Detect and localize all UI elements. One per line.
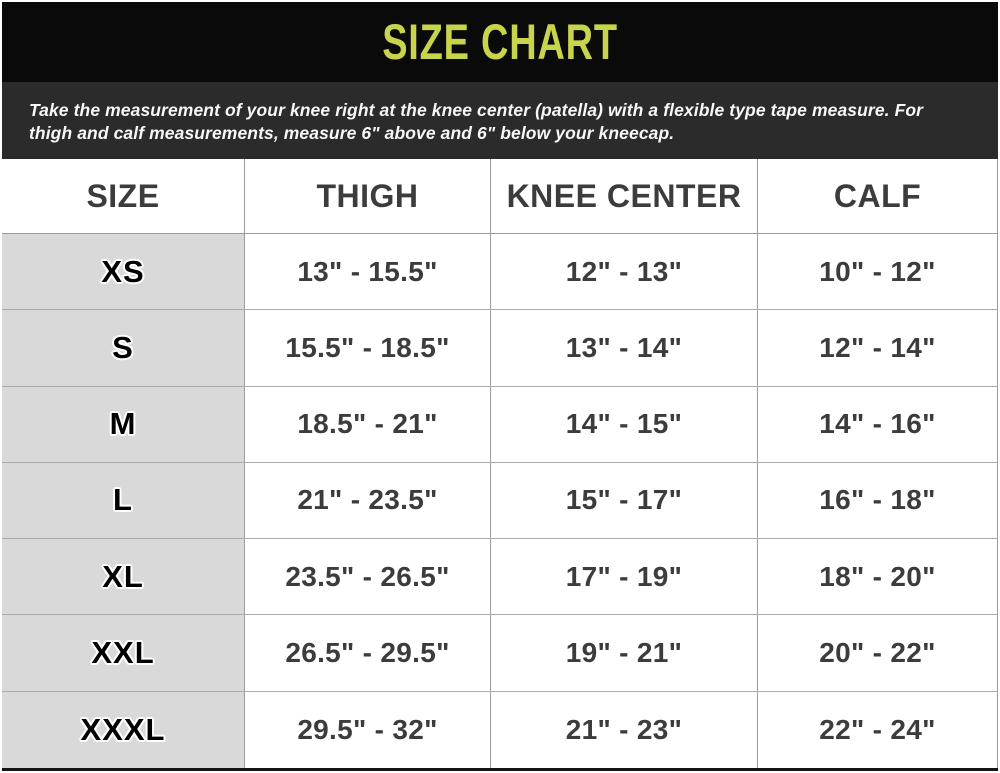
column-header-calf: CALF <box>758 159 998 233</box>
size-cell: M <box>2 386 245 462</box>
thigh-cell: 21" - 23.5" <box>245 462 491 539</box>
thigh-cell: 18.5" - 21" <box>245 386 491 462</box>
table-row: M 18.5" - 21" 14" - 15" 14" - 16" <box>2 386 998 463</box>
knee-center-cell: 15" - 17" <box>491 462 758 539</box>
size-cell: XL <box>2 539 245 615</box>
instruction-band: Take the measurement of your knee right … <box>2 82 998 159</box>
instruction-text: Take the measurement of your knee right … <box>29 100 924 144</box>
size-cell: XXXL <box>2 691 245 768</box>
knee-center-cell: 13" - 14" <box>491 310 758 386</box>
column-header-size: SIZE <box>2 159 245 233</box>
calf-cell: 20" - 22" <box>758 615 998 691</box>
knee-center-cell: 12" - 13" <box>491 234 758 310</box>
thigh-cell: 29.5" - 32" <box>245 691 491 768</box>
table-row: XXL 26.5" - 29.5" 19" - 21" 20" - 22" <box>2 615 998 692</box>
thigh-cell: 23.5" - 26.5" <box>245 539 491 615</box>
calf-cell: 10" - 12" <box>758 234 998 310</box>
knee-center-cell: 17" - 19" <box>491 539 758 615</box>
knee-center-cell: 21" - 23" <box>491 691 758 768</box>
calf-cell: 16" - 18" <box>758 462 998 539</box>
knee-center-cell: 14" - 15" <box>491 386 758 462</box>
calf-cell: 18" - 20" <box>758 539 998 615</box>
page-title: SIZE CHART <box>382 14 618 70</box>
column-header-knee-center: KNEE CENTER <box>491 159 758 233</box>
title-band: SIZE CHART <box>2 2 998 82</box>
size-cell: XXL <box>2 615 245 691</box>
size-cell: L <box>2 462 245 539</box>
thigh-cell: 15.5" - 18.5" <box>245 310 491 386</box>
table-row: XS 13" - 15.5" 12" - 13" 10" - 12" <box>2 234 998 311</box>
calf-cell: 22" - 24" <box>758 691 998 768</box>
column-header-thigh: THIGH <box>245 159 491 233</box>
knee-center-cell: 19" - 21" <box>491 615 758 691</box>
table-row: S 15.5" - 18.5" 13" - 14" 12" - 14" <box>2 310 998 387</box>
thigh-cell: 13" - 15.5" <box>245 234 491 310</box>
table-body: XS 13" - 15.5" 12" - 13" 10" - 12" S 15.… <box>2 234 998 771</box>
calf-cell: 14" - 16" <box>758 386 998 462</box>
calf-cell: 12" - 14" <box>758 310 998 386</box>
table-row: L 21" - 23.5" 15" - 17" 16" - 18" <box>2 462 998 540</box>
table-header-row: SIZE THIGH KNEE CENTER CALF <box>2 159 998 234</box>
size-cell: XS <box>2 234 245 310</box>
thigh-cell: 26.5" - 29.5" <box>245 615 491 691</box>
table-row: XXXL 29.5" - 32" 21" - 23" 22" - 24" <box>2 691 998 768</box>
size-cell: S <box>2 310 245 386</box>
table-row: XL 23.5" - 26.5" 17" - 19" 18" - 20" <box>2 539 998 616</box>
